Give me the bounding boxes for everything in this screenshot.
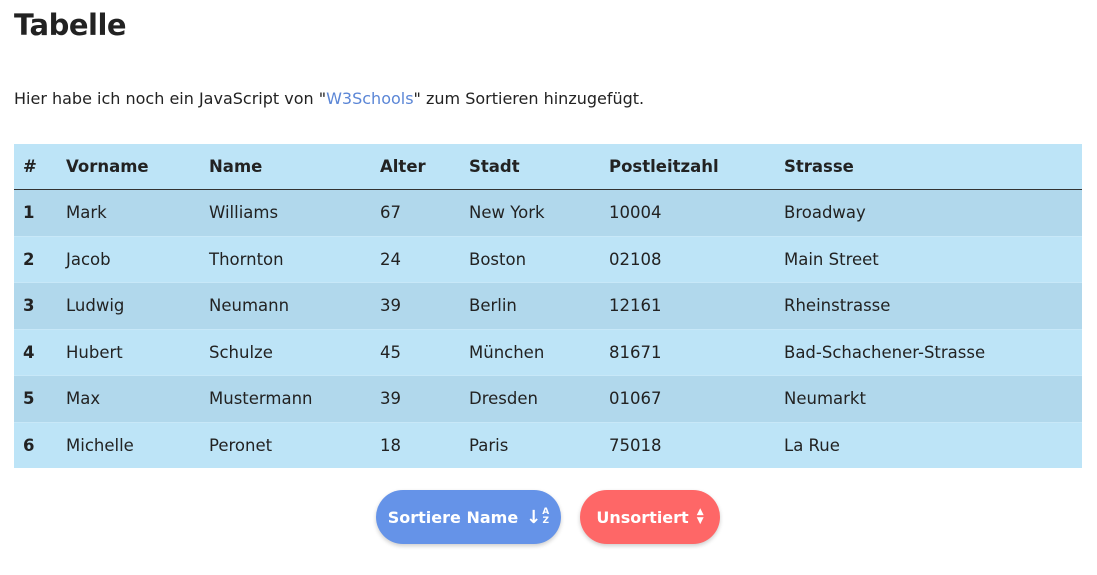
page-title: Tabelle — [14, 8, 127, 42]
cell-strasse: Bad-Schachener-Strasse — [784, 328, 1082, 376]
table-row: 1 Mark Williams 67 New York 10004 Broadway — [14, 189, 1082, 236]
cell-postleitzahl: 75018 — [609, 421, 784, 468]
cell-number: 5 — [14, 375, 66, 422]
people-table: # Vorname Name Alter Stadt Postleitzahl … — [14, 144, 1082, 468]
table-header-row: # Vorname Name Alter Stadt Postleitzahl … — [14, 144, 1082, 190]
intro-after: " zum Sortieren hinzugefügt. — [413, 89, 645, 108]
cell-name: Peronet — [209, 421, 380, 468]
cell-vorname: Michelle — [66, 421, 209, 468]
cell-stadt: New York — [469, 189, 609, 236]
cell-name: Williams — [209, 189, 380, 236]
cell-name: Neumann — [209, 282, 380, 329]
cell-alter: 18 — [380, 421, 469, 468]
cell-name: Schulze — [209, 328, 380, 376]
table-row: 5 Max Mustermann 39 Dresden 01067 Neumarkt — [14, 375, 1082, 422]
cell-name: Thornton — [209, 235, 380, 283]
cell-strasse: Rheinstrasse — [784, 282, 1082, 329]
header-postleitzahl: Postleitzahl — [609, 144, 784, 190]
cell-strasse: La Rue — [784, 421, 1082, 468]
unsort-label: Unsortiert — [596, 507, 689, 527]
sort-name-button[interactable]: Sortiere Name ↓ A Z — [376, 490, 561, 544]
unsort-button[interactable]: Unsortiert ▲ ▼ — [580, 490, 720, 544]
cell-alter: 24 — [380, 235, 469, 283]
sort-icon-z: Z — [542, 516, 550, 526]
w3schools-link[interactable]: W3Schools — [326, 89, 414, 108]
table-row: 6 Michelle Peronet 18 Paris 75018 La Rue — [14, 421, 1082, 468]
cell-strasse: Broadway — [784, 189, 1082, 236]
sort-icon-a: A — [542, 507, 550, 517]
table-row: 4 Hubert Schulze 45 München 81671 Bad-Schachen… — [14, 328, 1082, 376]
cell-name: Mustermann — [209, 375, 380, 422]
cell-vorname: Mark — [66, 189, 209, 236]
cell-stadt: München — [469, 328, 609, 376]
header-name: Name — [209, 144, 380, 190]
cell-strasse: Neumarkt — [784, 375, 1082, 422]
cell-postleitzahl: 01067 — [609, 375, 784, 422]
cell-alter: 39 — [380, 375, 469, 422]
sort-alpha-down-icon: ↓ A Z — [526, 506, 550, 528]
intro-before: Hier habe ich noch ein JavaScript von " — [14, 89, 327, 108]
cell-postleitzahl: 81671 — [609, 328, 784, 376]
cell-vorname: Hubert — [66, 328, 209, 376]
cell-number: 2 — [14, 235, 66, 283]
cell-vorname: Ludwig — [66, 282, 209, 329]
table-row: 2 Jacob Thornton 24 Boston 02108 Main Street — [14, 235, 1082, 283]
cell-vorname: Max — [66, 375, 209, 422]
cell-alter: 67 — [380, 189, 469, 236]
cell-alter: 45 — [380, 328, 469, 376]
intro-text: Hier habe ich noch ein JavaScript von "W… — [14, 89, 644, 108]
cell-number: 3 — [14, 282, 66, 329]
header-vorname: Vorname — [66, 144, 209, 190]
header-alter: Alter — [380, 144, 469, 190]
cell-stadt: Paris — [469, 421, 609, 468]
cell-stadt: Boston — [469, 235, 609, 283]
cell-number: 1 — [14, 189, 66, 236]
cell-alter: 39 — [380, 282, 469, 329]
sort-name-label: Sortiere Name — [387, 507, 519, 527]
cell-number: 6 — [14, 421, 66, 468]
table-row: 3 Ludwig Neumann 39 Berlin 12161 Rheinstrasse — [14, 282, 1082, 329]
header-number: # — [14, 144, 66, 190]
sort-icon: ▲ ▼ — [696, 507, 704, 526]
cell-strasse: Main Street — [784, 235, 1082, 283]
cell-postleitzahl: 02108 — [609, 235, 784, 283]
header-stadt: Stadt — [469, 144, 609, 190]
header-strasse: Strasse — [784, 144, 1082, 190]
cell-stadt: Berlin — [469, 282, 609, 329]
cell-vorname: Jacob — [66, 235, 209, 283]
cell-postleitzahl: 10004 — [609, 189, 784, 236]
cell-number: 4 — [14, 328, 66, 376]
cell-postleitzahl: 12161 — [609, 282, 784, 329]
cell-stadt: Dresden — [469, 375, 609, 422]
